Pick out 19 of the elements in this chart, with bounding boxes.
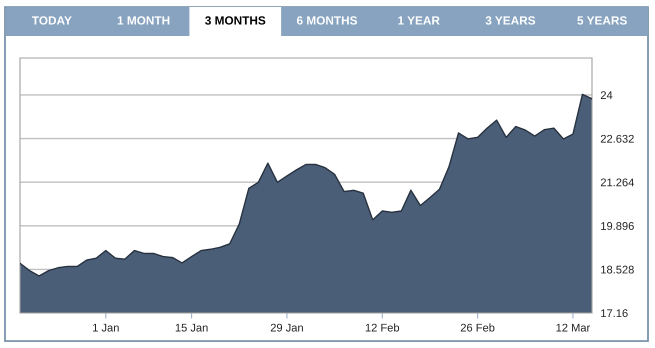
y-tick-label: 17.16 — [601, 309, 628, 318]
y-tick-label: 21.264 — [600, 178, 634, 186]
y-tick-label: 18.528 — [601, 266, 634, 274]
x-tick-label: 26 Feb — [460, 323, 494, 332]
x-tick-label: 12 Feb — [366, 323, 400, 332]
x-tick-label: 12 Mar — [556, 324, 590, 332]
text: 5 YEARS — [577, 16, 627, 25]
x-tick-label: 15 Jan — [176, 324, 208, 332]
text: TODAY — [32, 16, 72, 25]
text: 3 MONTHS — [205, 16, 266, 25]
text: 1 YEAR — [398, 16, 440, 25]
y-tick-label: 24 — [600, 91, 612, 99]
text: 3 YEARS — [486, 16, 536, 25]
x-tick-label: 29 Jan — [270, 324, 303, 332]
text: 1 MONTH — [118, 16, 170, 25]
y-tick-label: 19.896 — [601, 222, 634, 230]
text: 6 MONTHS — [296, 16, 358, 25]
y-tick-label: 22.632 — [600, 134, 634, 143]
x-tick-label: 1 Jan — [93, 324, 119, 332]
